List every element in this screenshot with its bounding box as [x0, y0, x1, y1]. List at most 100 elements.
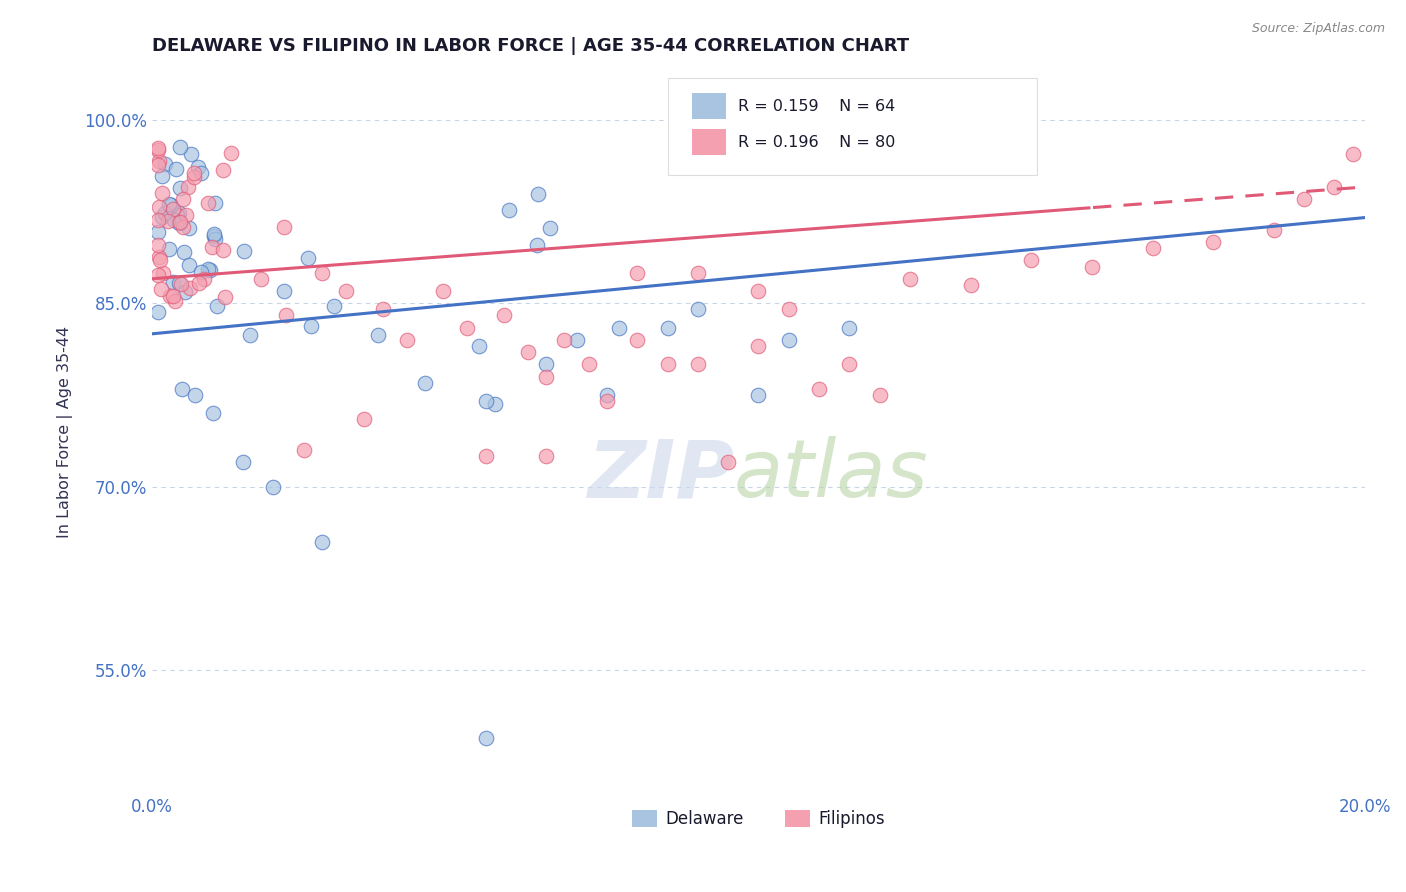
Point — [274, 309, 297, 323]
Point — [273, 220, 295, 235]
Point — [596, 394, 619, 409]
Point — [160, 198, 183, 212]
Point — [201, 240, 224, 254]
Point — [371, 302, 394, 317]
Point — [177, 220, 200, 235]
Point — [299, 318, 322, 333]
Point — [1294, 192, 1316, 206]
Point — [165, 161, 187, 176]
Point — [183, 166, 205, 180]
Point — [232, 455, 254, 469]
Point — [250, 272, 273, 286]
Point — [202, 228, 225, 243]
Point — [219, 146, 242, 161]
Point — [353, 412, 375, 426]
Point — [717, 455, 740, 469]
Point — [177, 180, 200, 194]
Point — [198, 263, 221, 277]
Legend: Delaware, Filipinos: Delaware, Filipinos — [626, 804, 891, 835]
Point — [183, 388, 205, 402]
Point — [172, 219, 194, 234]
Point — [686, 266, 709, 280]
Point — [212, 163, 235, 178]
Point — [492, 309, 515, 323]
Point — [1323, 180, 1346, 194]
Point — [179, 281, 201, 295]
Point — [148, 141, 170, 155]
Point — [162, 288, 184, 302]
Point — [187, 160, 209, 174]
Point — [838, 320, 860, 334]
Point — [778, 302, 800, 317]
Point — [169, 277, 191, 292]
Point — [474, 394, 496, 409]
Bar — [692, 129, 725, 155]
Text: R = 0.196    N = 80: R = 0.196 N = 80 — [738, 135, 896, 150]
Point — [150, 186, 173, 200]
Point — [197, 262, 219, 277]
Point — [747, 284, 769, 298]
Point — [204, 232, 226, 246]
Point — [159, 289, 181, 303]
Point — [273, 285, 295, 299]
Point — [157, 243, 180, 257]
Point — [152, 267, 174, 281]
Point — [148, 212, 170, 227]
Text: R = 0.159    N = 64: R = 0.159 N = 64 — [738, 99, 896, 113]
Point — [169, 276, 191, 290]
Point — [202, 227, 225, 241]
Point — [190, 265, 212, 279]
Point — [367, 328, 389, 343]
Point — [169, 180, 191, 194]
Y-axis label: In Labor Force | Age 35-44: In Labor Force | Age 35-44 — [58, 326, 73, 538]
Point — [898, 272, 921, 286]
Point — [553, 333, 575, 347]
Point — [180, 147, 202, 161]
Point — [166, 208, 188, 222]
Point — [747, 339, 769, 353]
Point — [177, 258, 200, 272]
Point — [212, 244, 235, 258]
Point — [163, 213, 186, 227]
Point — [148, 143, 170, 157]
Point — [172, 192, 194, 206]
Text: ZIP: ZIP — [586, 436, 734, 514]
Point — [596, 388, 619, 402]
Point — [239, 327, 262, 342]
Point — [484, 397, 506, 411]
Point — [148, 305, 170, 319]
Point — [536, 369, 558, 384]
Point — [747, 388, 769, 402]
Point — [686, 358, 709, 372]
Point — [157, 214, 180, 228]
Point — [474, 449, 496, 463]
Point — [1202, 235, 1225, 249]
Point — [174, 208, 197, 222]
Point — [167, 206, 190, 220]
Point — [527, 187, 550, 202]
Point — [148, 158, 170, 172]
Point — [565, 333, 588, 347]
Point — [149, 252, 172, 267]
Point — [193, 272, 215, 286]
Point — [297, 251, 319, 265]
Point — [214, 290, 236, 304]
Point — [187, 276, 209, 290]
Point — [162, 275, 184, 289]
Point — [262, 480, 284, 494]
Point — [205, 299, 228, 313]
Point — [607, 320, 630, 334]
Point — [162, 202, 184, 216]
Point — [536, 358, 558, 372]
Point — [778, 333, 800, 347]
Point — [1263, 223, 1285, 237]
Text: DELAWARE VS FILIPINO IN LABOR FORCE | AGE 35-44 CORRELATION CHART: DELAWARE VS FILIPINO IN LABOR FORCE | AG… — [152, 37, 910, 55]
Point — [456, 320, 478, 334]
Point — [808, 382, 831, 396]
Point — [1341, 147, 1364, 161]
Point — [311, 534, 333, 549]
Point — [174, 285, 197, 299]
Point — [536, 449, 558, 463]
Point — [201, 406, 224, 420]
Point — [657, 320, 679, 334]
